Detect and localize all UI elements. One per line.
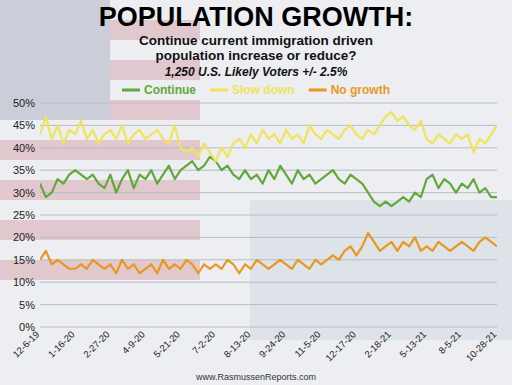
x-tick-label: 2-18-21: [362, 329, 393, 360]
legend-item: Slow down: [210, 83, 295, 97]
y-tick-label: 15%: [13, 254, 35, 266]
background: [0, 0, 512, 385]
y-tick-label: 50%: [13, 97, 35, 109]
legend-swatch: [122, 89, 140, 92]
grid-line: [40, 125, 497, 126]
x-axis: 12-6-191-16-202-27-20 4-9-205-21-20 7-2-20…: [10, 329, 498, 364]
grid-line: [40, 147, 497, 148]
grid-line: [40, 237, 497, 238]
x-tick-label: 2-27-20: [81, 329, 112, 360]
legend: Continue Slow down No growth: [122, 83, 390, 97]
stripe: [0, 180, 200, 200]
grid-line: [40, 282, 497, 283]
x-tick-label: 1-16-20: [46, 329, 77, 360]
y-tick-label: 25%: [13, 209, 35, 221]
grid-line: [40, 103, 497, 104]
y-tick-label: 30%: [13, 187, 35, 199]
grid-line: [40, 215, 497, 216]
y-tick-label: 40%: [13, 142, 35, 154]
subtitle: Continue current immigration driven: [139, 33, 373, 48]
x-tick-label: 11-5-20: [292, 329, 322, 359]
footer: www.RasmussenReports.com: [195, 372, 316, 382]
legend-swatch: [309, 89, 327, 92]
legend-item: Continue: [122, 83, 196, 97]
y-tick-label: 45%: [13, 119, 35, 131]
legend-swatch: [210, 89, 228, 92]
canton: [0, 0, 110, 120]
plot-lines: [40, 112, 497, 273]
y-tick-label: 5%: [19, 299, 35, 311]
visa-card: [250, 200, 512, 340]
series-line: [40, 112, 497, 161]
y-tick-label: 20%: [13, 231, 35, 243]
note: 1,250 U.S. Likely Voters +/- 2.5%: [165, 65, 348, 79]
y-axis: 0%5%10%15%20%25%30%35%40%45%50%: [13, 97, 497, 333]
title: POPULATION GROWTH:: [99, 2, 413, 32]
series-line: [40, 233, 497, 273]
x-tick-label: 8-5-21: [436, 329, 463, 356]
y-tick-label: 10%: [13, 276, 35, 288]
x-tick-label: 12-17-20: [323, 329, 358, 364]
background-decoration: [0, 0, 512, 340]
y-tick-label: 35%: [13, 164, 35, 176]
grid-line: [40, 304, 497, 305]
series-line: [40, 157, 497, 206]
grid-line: [40, 192, 497, 193]
x-tick-label: 8-13-20: [221, 329, 252, 360]
x-tick-label: 9-24-20: [257, 329, 288, 360]
legend-label: Slow down: [232, 83, 295, 97]
grid-line: [40, 327, 497, 328]
grid-line: [40, 259, 497, 260]
legend-item: No growth: [309, 83, 390, 97]
subtitle: population increase or reduce?: [155, 48, 356, 63]
x-tick-label: 4-9-20: [120, 329, 147, 356]
x-tick-label: 5-13-21: [397, 329, 428, 360]
legend-label: Continue: [144, 83, 196, 97]
chart: POPULATION GROWTH:Continue current immig…: [0, 0, 512, 385]
x-tick-label: 12-6-19: [10, 329, 41, 360]
legend-label: No growth: [331, 83, 390, 97]
x-tick-label: 5-21-20: [151, 329, 182, 360]
x-tick-label: 10-28-21: [464, 329, 499, 364]
x-tick-label: 7-2-20: [190, 329, 217, 356]
